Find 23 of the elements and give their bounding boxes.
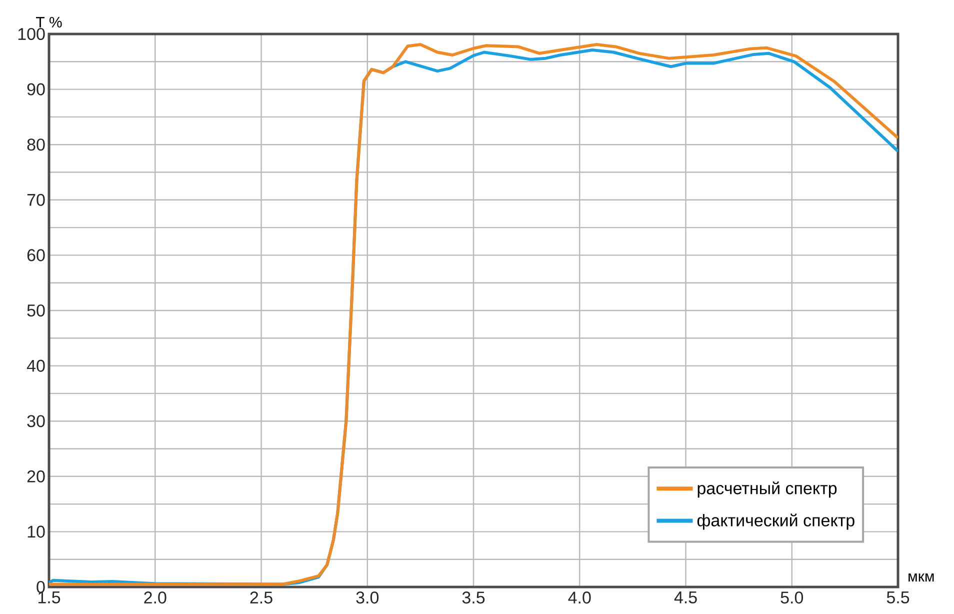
x-tick-label: 3.0 <box>356 592 379 604</box>
y-tick-label: 10 <box>28 526 45 538</box>
y-tick-label: 30 <box>27 415 45 428</box>
y-tick-label: 40 <box>26 360 45 372</box>
x-tick-label: 5.0 <box>780 592 804 604</box>
y-tick-label: 60 <box>27 249 45 262</box>
y-axis-title: T % <box>36 16 62 28</box>
y-tick-label: 20 <box>27 470 45 482</box>
x-tick-label: 5.5 <box>886 592 910 604</box>
y-tick-label: 80 <box>27 138 45 151</box>
legend-label: фактический спектр <box>697 514 854 530</box>
y-tick-label: 70 <box>27 194 45 206</box>
x-tick-label: 2.0 <box>144 592 166 604</box>
x-tick-label: 1.5 <box>38 592 60 604</box>
x-tick-label: 4.5 <box>674 592 697 604</box>
y-tick-label: 50 <box>27 304 45 317</box>
y-tick-label: 100 <box>18 28 45 40</box>
x-tick-label: 4.0 <box>568 592 591 604</box>
x-axis-title: мкм <box>908 574 934 582</box>
x-tick-label: 3.5 <box>462 592 485 604</box>
y-tick-label: 90 <box>27 83 45 96</box>
x-tick-label: 2.5 <box>250 592 272 604</box>
legend-label: расчетный спектр <box>698 482 837 498</box>
